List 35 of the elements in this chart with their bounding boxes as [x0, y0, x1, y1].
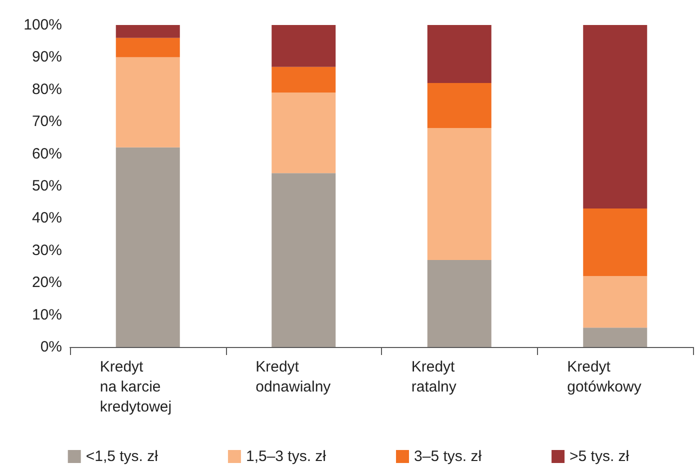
y-tick-label: 10%: [32, 306, 62, 324]
y-tick-label: 30%: [32, 242, 62, 259]
y-tick-label: 60%: [32, 145, 62, 162]
y-tick-label: 0%: [40, 338, 62, 356]
legend-label: 1,5–3 tys. zł: [246, 448, 327, 465]
x-tick-label: Kredyt gotówkowy: [567, 358, 642, 396]
bar: [427, 128, 492, 260]
bar: [427, 25, 492, 83]
legend-label: >5 tys. zł: [570, 448, 630, 465]
legend-label: <1,5 tys. zł: [86, 448, 159, 465]
bar: [272, 25, 336, 67]
y-tick-label: 70%: [32, 113, 62, 130]
bar: [427, 260, 492, 347]
x-tick-label: Kredyt odnawialny: [256, 358, 332, 396]
bar: [583, 328, 648, 347]
y-tick-label: 80%: [32, 80, 62, 98]
bar: [116, 147, 180, 347]
bar: [272, 173, 336, 347]
bar: [116, 38, 180, 58]
y-tick-label: 40%: [32, 210, 62, 227]
bar: [272, 66, 336, 93]
bar: [116, 57, 180, 148]
y-tick-label: 90%: [32, 48, 62, 66]
x-tick-label: Kredyt ratalny: [411, 358, 457, 396]
bar: [583, 276, 648, 328]
bar: [116, 25, 180, 38]
bar: [427, 82, 492, 128]
y-tick-label: 20%: [32, 274, 62, 292]
y-tick-label: 100%: [24, 16, 62, 34]
bar: [583, 208, 648, 276]
legend-label: 3–5 tys. zł: [414, 448, 482, 465]
x-tick-label: Kredyt na karcie kredytowej: [100, 358, 172, 416]
y-tick-label: 50%: [32, 178, 62, 194]
bar: [272, 92, 336, 174]
bar: [583, 25, 648, 209]
